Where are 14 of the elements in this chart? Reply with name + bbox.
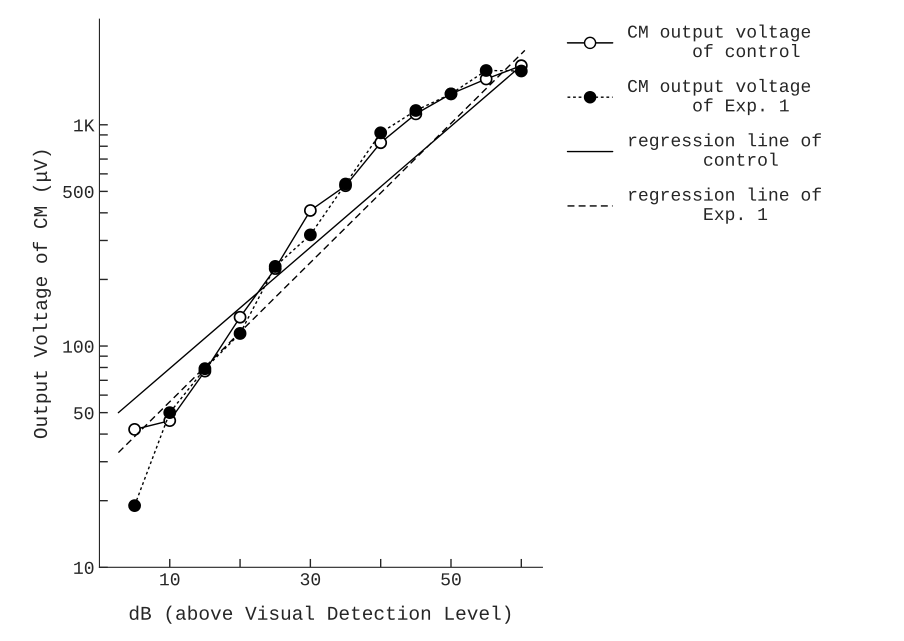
legend-label: CM output voltage of control <box>628 24 810 58</box>
y-tick-label: 1K <box>74 119 95 132</box>
x-axis-title: dB (above Visual Detection Level) <box>130 606 510 624</box>
legend-label: regression line of Exp. 1 <box>629 188 821 224</box>
legend-label: CM output voltage of Exp. 1 <box>628 78 810 116</box>
x-tick-label: 50 <box>441 573 461 586</box>
y-tick-label: 100 <box>63 340 94 353</box>
legend-label: regression line of control <box>629 133 821 166</box>
y-tick-label: 50 <box>74 407 94 420</box>
x-tick-label: 30 <box>300 573 320 586</box>
x-tick-label: 10 <box>160 573 180 586</box>
y-tick-label: 500 <box>63 186 94 198</box>
y-tick-label: 10 <box>74 562 94 574</box>
y-axis-title: Output Voltage of CM (μV) <box>32 150 51 438</box>
